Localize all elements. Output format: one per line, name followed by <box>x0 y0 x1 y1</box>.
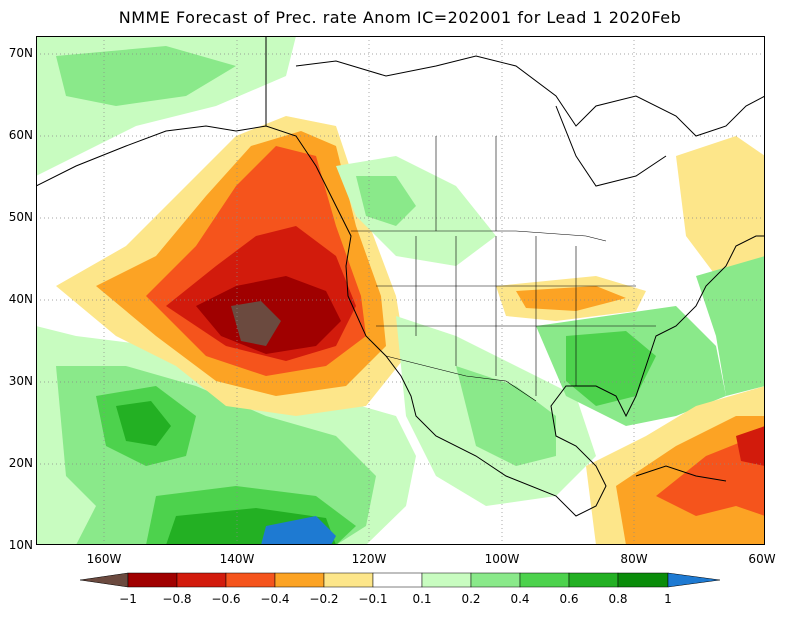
colorbar-swatch-le-minus1 <box>79 572 129 588</box>
colorbar-label-01: 0.1 <box>412 592 432 606</box>
lon-label-80w: 80W <box>620 552 648 566</box>
lon-label-100w: 100W <box>484 552 520 566</box>
dry-region-central-us-core <box>516 286 626 311</box>
colorbar-swatch-minus08-to-minus06 <box>176 572 227 588</box>
lon-label-160w: 160W <box>86 552 122 566</box>
lat-label-30n: 30N <box>8 374 33 388</box>
lon-label-120w: 120W <box>351 552 387 566</box>
dry-region-atlantic-3 <box>656 436 765 516</box>
lat-label-10n: 10N <box>8 538 33 552</box>
colorbar-label-minus01: −0.1 <box>358 592 388 606</box>
colorbar-label-1: 1 <box>664 592 672 606</box>
lat-label-40n: 40N <box>8 292 33 306</box>
colorbar-swatch-01-to-02 <box>421 572 472 588</box>
map-title: NMME Forecast of Prec. rate Anom IC=2020… <box>118 8 682 27</box>
dry-region-core <box>231 301 281 346</box>
lon-label-60w: 60W <box>748 552 776 566</box>
colorbar-label-04: 0.4 <box>510 592 530 606</box>
lon-label-140w: 140W <box>219 552 255 566</box>
wet-region-hawaii-core <box>116 401 171 446</box>
wet-region-arctic-mid <box>56 46 236 106</box>
colorbar-label-minus08: −0.8 <box>162 592 192 606</box>
colorbar-label-minus04: −0.4 <box>260 592 290 606</box>
colorbar-swatch-minus02-to-minus01 <box>323 572 374 588</box>
wet-region-atlantic <box>696 256 765 396</box>
colorbar-swatch-minus06-to-minus04 <box>225 572 276 588</box>
colorbar-label-minus06: −0.6 <box>211 592 241 606</box>
colorbar-swatch-minus04-to-minus02 <box>274 572 325 588</box>
colorbar-label-02: 0.2 <box>461 592 481 606</box>
political-borders <box>351 136 656 402</box>
colorbar-swatch-minus1-to-minus08 <box>127 572 178 588</box>
colorbar-label-06: 0.6 <box>559 592 579 606</box>
wet-region-mexico-mid <box>456 366 556 466</box>
dry-region-labrador <box>676 136 765 296</box>
lat-label-60n: 60N <box>8 128 33 142</box>
wet-region-southeast-us <box>566 331 656 406</box>
colorbar-swatch-08-to-1 <box>617 572 669 588</box>
graticule <box>36 36 765 545</box>
colorbar-swatch-neutral <box>372 572 423 588</box>
colorbar-label-minus1: −1 <box>119 592 137 606</box>
wet-region-max <box>261 516 336 545</box>
colorbar-swatch-06-to-08 <box>568 572 619 588</box>
anomaly-map-svg <box>36 36 765 545</box>
lat-label-70n: 70N <box>8 46 33 60</box>
dry-region-atlantic-core <box>736 426 765 466</box>
lat-label-50n: 50N <box>8 210 33 224</box>
colorbar-label-08: 0.8 <box>608 592 628 606</box>
coastlines <box>36 36 765 517</box>
lat-label-20n: 20N <box>8 456 33 470</box>
colorbar-swatch-04-to-06 <box>519 572 570 588</box>
colorbar-swatch-ge-1 <box>667 572 721 588</box>
wet-region-canada-mid <box>356 176 416 226</box>
anomaly-map <box>36 36 765 545</box>
colorbar-swatch-02-to-04 <box>470 572 521 588</box>
colorbar-label-minus02: −0.2 <box>309 592 339 606</box>
